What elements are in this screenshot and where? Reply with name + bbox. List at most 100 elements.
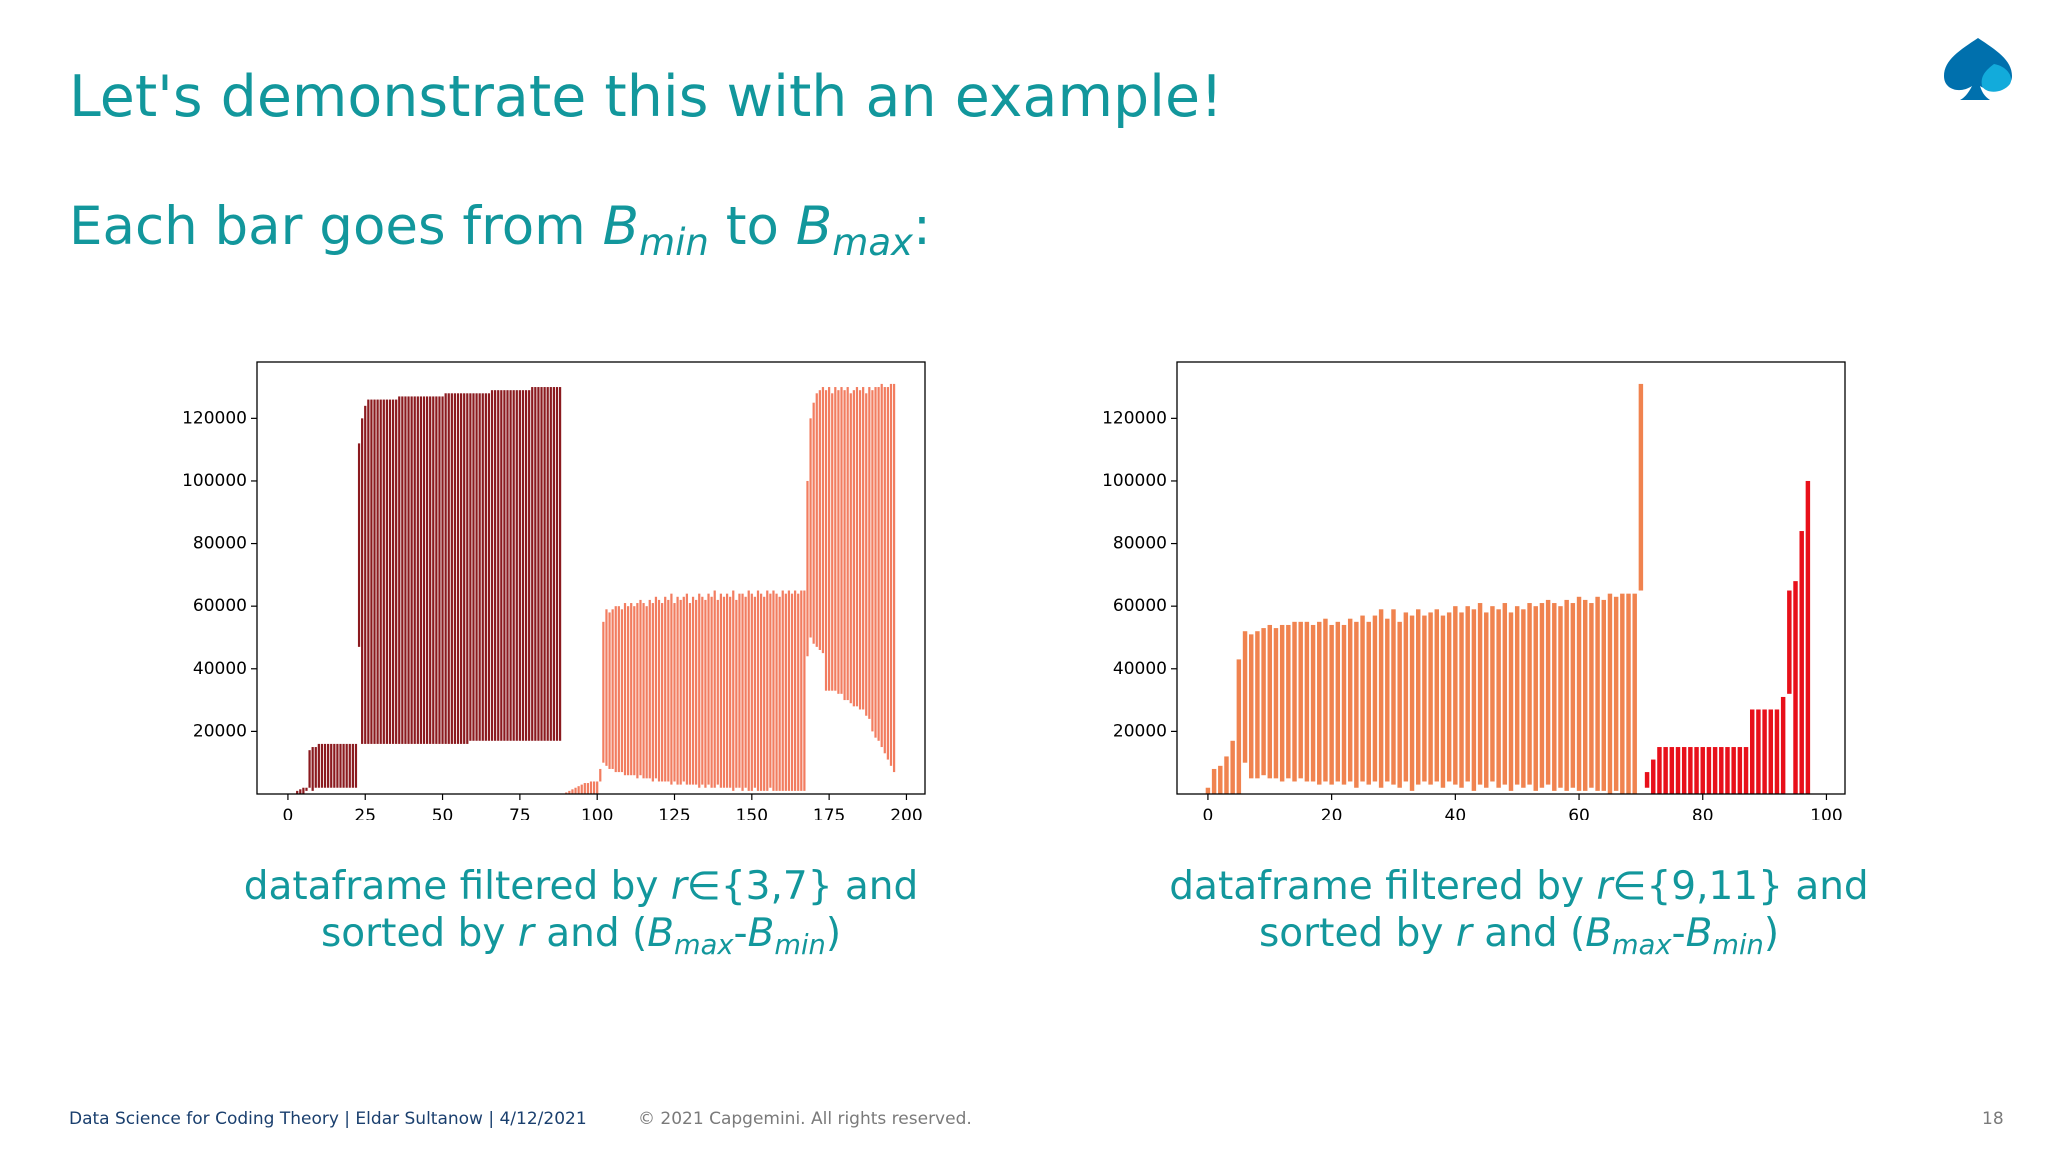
bar (391, 399, 395, 744)
text: ∈{9,11} and (1612, 864, 1869, 909)
bar (555, 387, 559, 741)
bar (611, 609, 614, 769)
bar (843, 390, 846, 701)
subscript: max (674, 930, 734, 962)
bar (852, 390, 855, 707)
text: - (733, 911, 748, 956)
bar (889, 383, 893, 766)
bar (874, 387, 877, 738)
bar (599, 768, 602, 782)
bar (1793, 581, 1798, 794)
bar (1248, 634, 1254, 779)
x-tick-label: 80 (1692, 806, 1714, 820)
bar (549, 387, 552, 741)
bar (682, 596, 685, 782)
bar (552, 387, 556, 741)
text: : (913, 196, 931, 257)
bar (1527, 603, 1532, 785)
bar (1613, 596, 1619, 791)
y-tick-label: 60000 (1113, 596, 1167, 616)
bar (379, 399, 382, 744)
bar (311, 747, 314, 791)
bar (429, 396, 432, 744)
x-tick-label: 40 (1445, 806, 1467, 820)
bar (1552, 603, 1557, 791)
symbol: B (795, 196, 833, 257)
bar (1422, 615, 1427, 782)
x-tick-label: 0 (1203, 806, 1214, 820)
bar (1626, 593, 1631, 794)
bar (664, 596, 667, 782)
bar (824, 390, 828, 691)
bar (815, 393, 818, 647)
bar (447, 393, 450, 744)
bar (450, 393, 453, 744)
bar (565, 792, 568, 794)
bar (348, 743, 351, 788)
bar (685, 593, 688, 785)
bar (1391, 609, 1396, 785)
x-tick-label: 75 (509, 806, 531, 820)
bar (1403, 612, 1409, 782)
bar (469, 393, 472, 741)
bar (759, 593, 763, 791)
bar (1502, 603, 1508, 785)
bar (1725, 747, 1730, 794)
bar (1465, 606, 1470, 782)
y-tick-label: 40000 (193, 659, 247, 679)
chart: 20000 40000 60000 80000 100000 120000 0 25 50 75 1… (182, 361, 926, 820)
bar (1230, 740, 1235, 794)
bar (528, 390, 531, 741)
bar (500, 390, 503, 741)
text: dataframe filtered by (243, 864, 671, 909)
bar (1292, 621, 1297, 782)
logo (1944, 38, 2012, 100)
bar (1700, 747, 1705, 794)
bar (695, 599, 698, 785)
bar (1712, 747, 1718, 794)
bar (747, 590, 750, 791)
bar (385, 399, 389, 744)
y-tick-label: 100000 (1102, 471, 1167, 491)
bar (775, 593, 778, 791)
symbol: B (647, 911, 675, 956)
bar (583, 783, 586, 794)
bar (410, 396, 413, 744)
x-tick-label: 100 (1810, 806, 1842, 820)
bar (1360, 615, 1365, 782)
bar (828, 387, 831, 691)
bar (367, 399, 370, 744)
bar (320, 743, 324, 788)
bar (688, 603, 692, 785)
bar (1688, 747, 1693, 794)
bar (1286, 624, 1291, 779)
bar (1471, 609, 1477, 791)
bar (1378, 609, 1384, 788)
bar (540, 387, 543, 741)
bar (1694, 747, 1699, 794)
plot-frame (256, 361, 926, 795)
bar (1756, 709, 1761, 794)
bar (512, 390, 515, 741)
bar (481, 393, 484, 741)
bar (673, 603, 676, 782)
bar (357, 443, 361, 647)
bar (1564, 599, 1569, 791)
y-tick-label: 100000 (182, 471, 247, 491)
bar (568, 790, 571, 794)
bar (617, 606, 620, 773)
bar (809, 418, 812, 638)
bar (1218, 765, 1223, 794)
bar (1490, 606, 1495, 782)
bar (494, 390, 497, 741)
bar (537, 387, 540, 741)
symbol: B (1685, 911, 1713, 956)
bar (831, 393, 834, 691)
bar (543, 387, 546, 741)
bar (623, 603, 627, 776)
bar (518, 390, 521, 741)
bar (1372, 615, 1378, 782)
bar (738, 593, 741, 788)
bar (855, 387, 859, 707)
bar (1508, 612, 1514, 791)
